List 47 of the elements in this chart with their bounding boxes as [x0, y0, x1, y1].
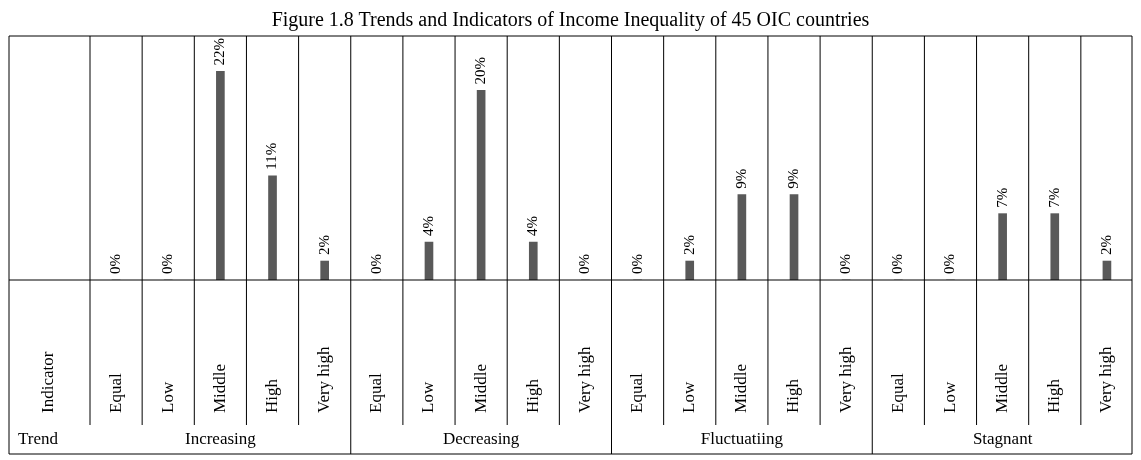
data-label: 2%: [1097, 235, 1114, 256]
data-label: 9%: [732, 168, 749, 189]
x-tick-label: High: [783, 378, 803, 413]
data-label: 9%: [784, 168, 801, 189]
x-tick-label: Middle: [992, 363, 1012, 413]
data-label: 0%: [159, 254, 176, 274]
text: Stagnant: [972, 429, 1033, 449]
x-tick-label: Very high: [314, 345, 334, 413]
x-tick-label: Middle: [731, 363, 751, 413]
data-label: 22%: [211, 37, 228, 66]
data-label: 0%: [889, 254, 906, 274]
data-label: 4%: [524, 216, 541, 237]
x-tick-label: Very high: [574, 345, 594, 413]
data-label: 0%: [107, 254, 124, 274]
text: Decreasing: [442, 429, 520, 449]
x-tick-label: Equal: [105, 373, 125, 413]
data-label: 20%: [472, 56, 489, 85]
x-tick-label: Low: [418, 381, 438, 413]
x-tick-label: Low: [939, 381, 959, 413]
x-tick-label: Middle: [470, 363, 490, 413]
data-label: 4%: [419, 216, 436, 237]
text: Fluctuatiing: [700, 429, 784, 449]
data-label: 0%: [576, 254, 593, 274]
x-tick-label: Equal: [366, 373, 386, 413]
data-label: 0%: [941, 254, 958, 274]
data-label: 0%: [628, 254, 645, 274]
data-label: 2%: [315, 235, 332, 256]
x-tick-label: High: [1044, 378, 1064, 413]
data-label: 11%: [263, 142, 280, 170]
x-tick-label: Equal: [627, 373, 647, 413]
data-label: 7%: [1045, 187, 1062, 208]
data-label: 0%: [367, 254, 384, 274]
x-tick-label: Very high: [1096, 345, 1116, 413]
x-tick-label: Very high: [835, 345, 855, 413]
data-label: 2%: [680, 235, 697, 256]
x-tick-label: Equal: [887, 373, 907, 413]
x-tick-label: High: [261, 378, 281, 413]
x-tick-label: Low: [679, 381, 699, 413]
x-tick-label: Middle: [209, 363, 229, 413]
data-label: 0%: [837, 254, 854, 274]
text: Indicator: [38, 351, 58, 413]
data-label: 7%: [993, 187, 1010, 208]
x-tick-label: High: [522, 378, 542, 413]
text: Increasing: [184, 429, 257, 449]
x-tick-label: Low: [157, 381, 177, 413]
text: Trend: [18, 429, 59, 449]
chart-title: Figure 1.8 Trends and Indicators of Income Inequality of 45 OIC countries: [270, 8, 871, 31]
